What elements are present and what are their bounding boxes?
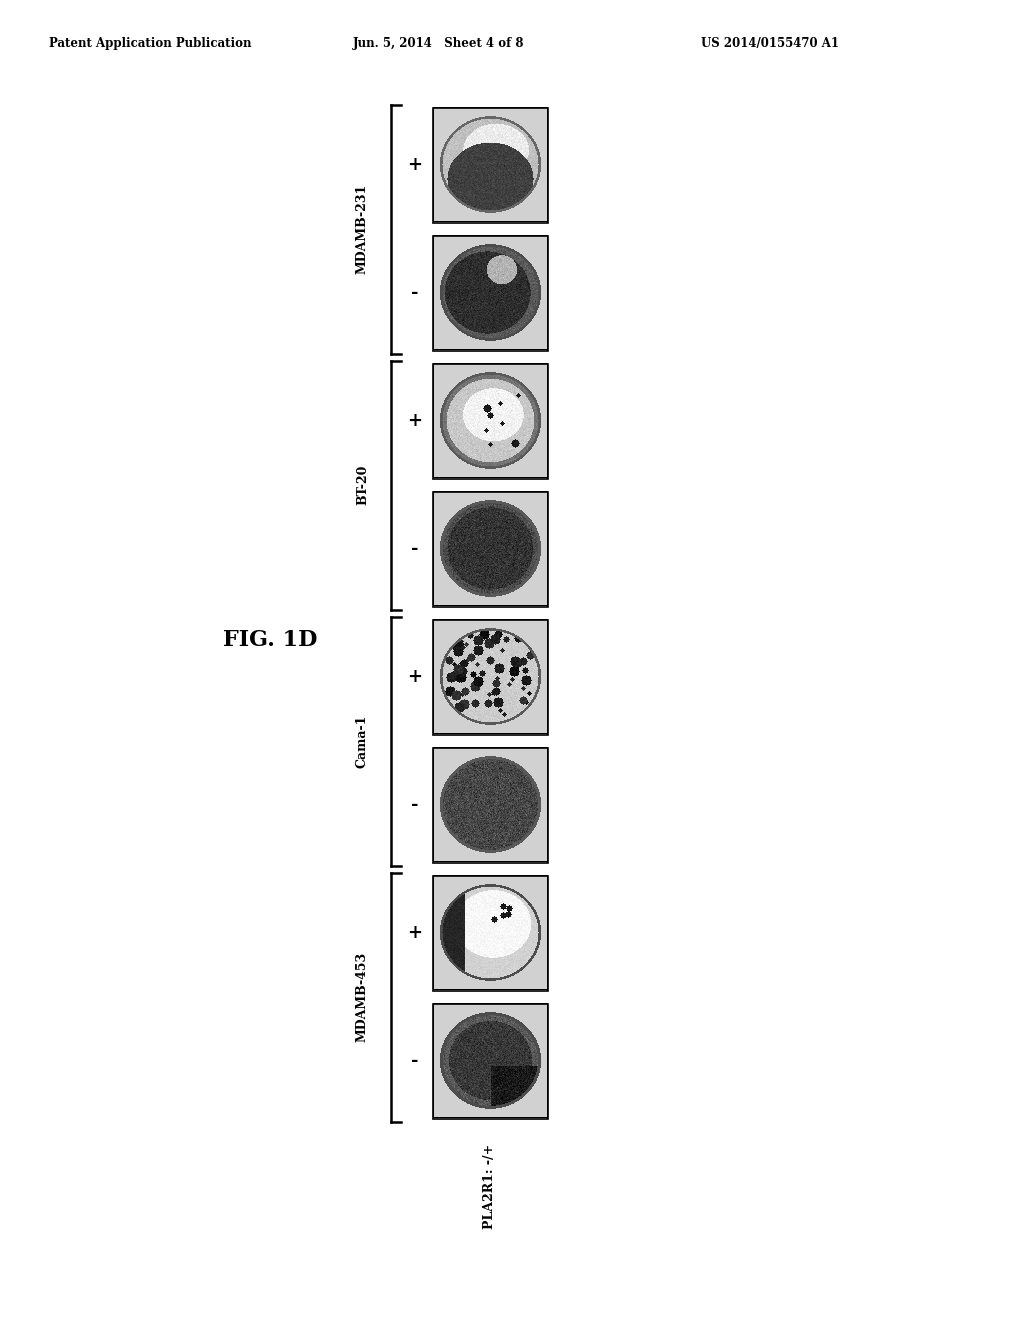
- Text: +: +: [407, 668, 422, 686]
- Text: -: -: [411, 796, 418, 814]
- Text: FIG. 1D: FIG. 1D: [223, 630, 317, 651]
- Text: Patent Application Publication: Patent Application Publication: [49, 37, 252, 50]
- Bar: [432, 107, 548, 223]
- Bar: [432, 235, 548, 351]
- Bar: [432, 619, 548, 734]
- Bar: [432, 491, 548, 606]
- Bar: [432, 1003, 548, 1118]
- Bar: [432, 747, 548, 862]
- Text: BT-20: BT-20: [356, 465, 369, 506]
- Text: +: +: [407, 156, 422, 174]
- Text: MDAMB-453: MDAMB-453: [356, 952, 369, 1041]
- Text: MDAMB-231: MDAMB-231: [356, 183, 369, 275]
- Bar: [432, 363, 548, 479]
- Text: Cama-1: Cama-1: [356, 714, 369, 768]
- Text: +: +: [407, 924, 422, 942]
- Bar: [432, 875, 548, 990]
- Text: US 2014/0155470 A1: US 2014/0155470 A1: [701, 37, 840, 50]
- Text: +: +: [407, 412, 422, 430]
- Text: PLA2R1: -/+: PLA2R1: -/+: [483, 1143, 497, 1229]
- Text: -: -: [411, 284, 418, 302]
- Text: -: -: [411, 540, 418, 558]
- Text: Jun. 5, 2014   Sheet 4 of 8: Jun. 5, 2014 Sheet 4 of 8: [353, 37, 524, 50]
- Text: -: -: [411, 1052, 418, 1071]
